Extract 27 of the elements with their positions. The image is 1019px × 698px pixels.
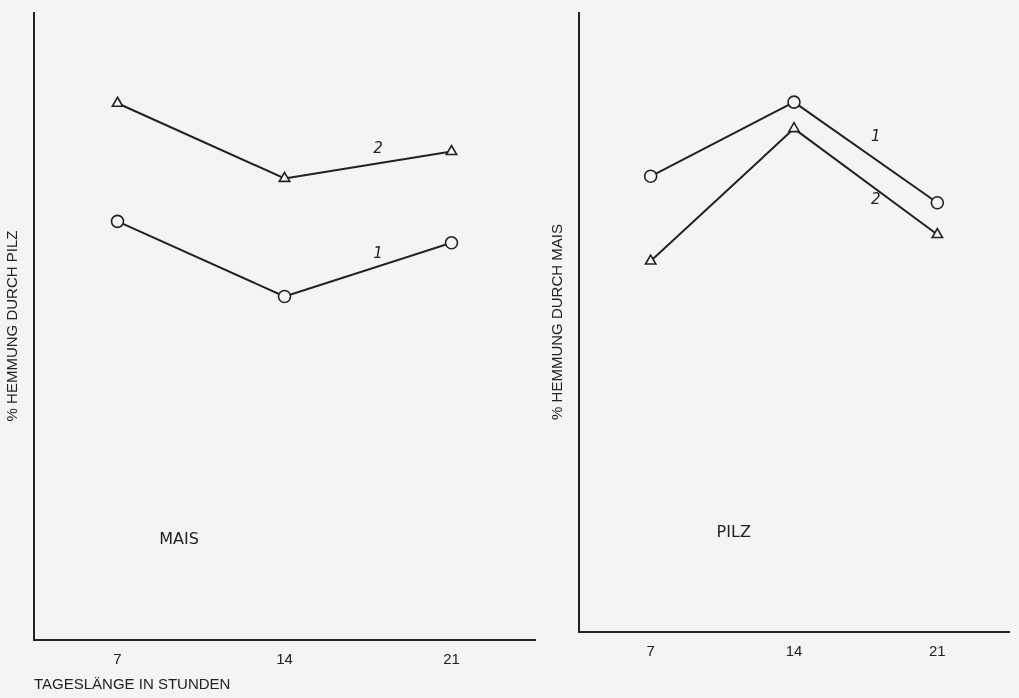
series-label: 1 xyxy=(870,126,881,145)
point xyxy=(644,254,657,265)
point xyxy=(787,95,801,109)
y-axis-title: % HEMMUNG DURCH PILZ xyxy=(3,230,21,422)
point xyxy=(444,236,459,250)
x-tick-label: 21 xyxy=(928,642,946,660)
point xyxy=(278,171,291,183)
series-label: 2 xyxy=(870,189,881,208)
series-label: 2 xyxy=(373,139,383,158)
series-label: 1 xyxy=(373,244,383,263)
y-axis-title: % HEMMUNG DURCH MAIS xyxy=(548,224,566,420)
point xyxy=(930,195,945,210)
point xyxy=(277,289,292,304)
x-tick-label: 14 xyxy=(785,642,803,660)
point xyxy=(788,121,800,133)
x-tick-label: 14 xyxy=(276,650,293,668)
point xyxy=(643,169,658,184)
point xyxy=(931,227,944,239)
annotation: PILZ xyxy=(716,521,751,541)
x-axis-title: TAGESLÄNGE IN STUNDEN xyxy=(34,675,231,693)
annotation: MAIS xyxy=(159,528,199,548)
point xyxy=(110,214,125,229)
x-tick-label: 21 xyxy=(443,650,460,668)
point xyxy=(445,144,458,156)
x-tick-label: 7 xyxy=(646,642,655,660)
point xyxy=(111,96,124,108)
x-tick-label: 7 xyxy=(113,650,122,668)
